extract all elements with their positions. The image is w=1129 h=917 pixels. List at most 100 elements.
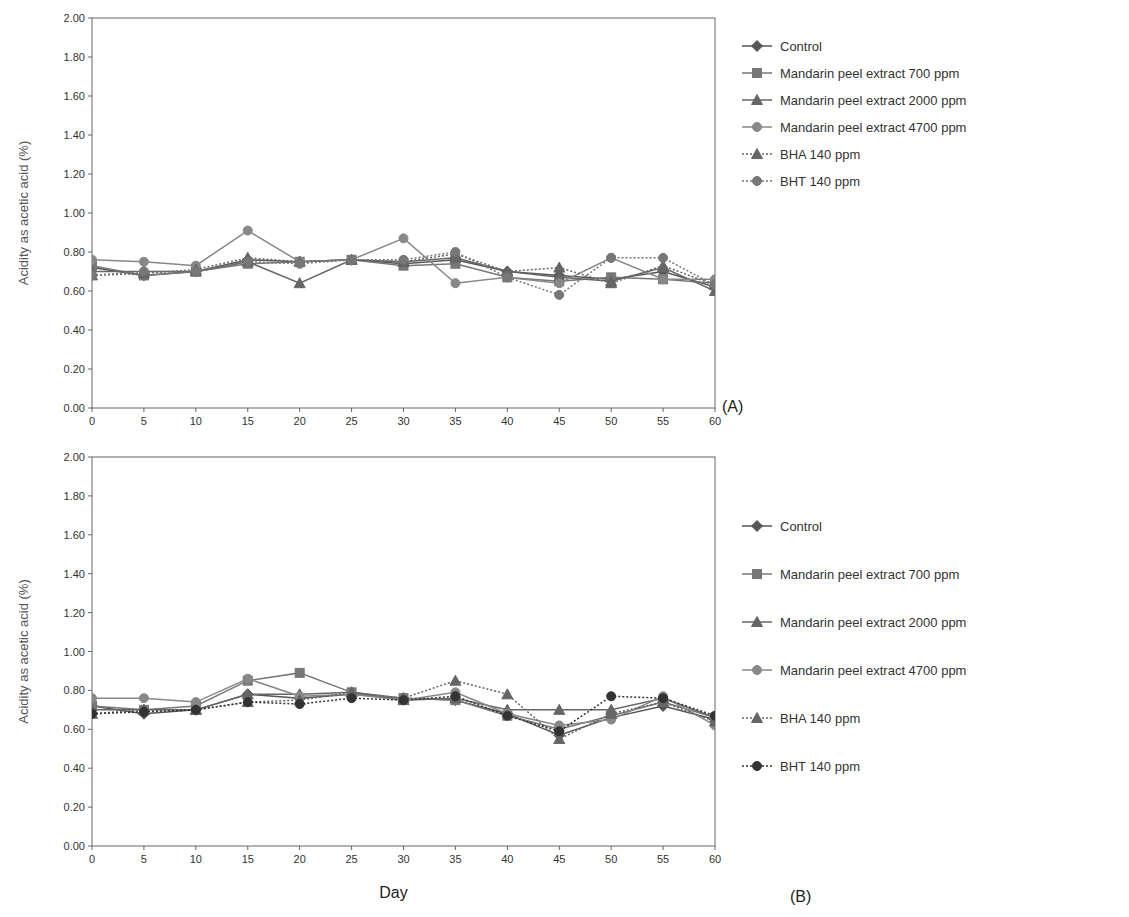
- data-point: [555, 290, 564, 299]
- series-line: [92, 231, 715, 284]
- y-tick: [88, 174, 92, 175]
- legend-label: BHA 140 ppm: [780, 147, 860, 162]
- series-line: [92, 692, 715, 717]
- data-point: [190, 704, 201, 714]
- x-tick: [663, 846, 664, 850]
- x-tick: [195, 846, 196, 850]
- x-tick-label: 0: [89, 415, 95, 427]
- panel-letter: (A): [722, 398, 743, 415]
- series-line: [92, 252, 715, 295]
- y-tick: [88, 135, 92, 136]
- data-point: [92, 708, 98, 718]
- y-tick: [88, 651, 92, 652]
- data-point: [191, 267, 200, 276]
- data-point: [92, 255, 97, 264]
- x-tick-label: 20: [294, 853, 306, 865]
- y-tick-label: 1.20: [64, 168, 85, 180]
- data-point: [191, 267, 200, 276]
- data-point: [399, 234, 408, 243]
- x-tick: [299, 846, 300, 850]
- y-tick: [88, 369, 92, 370]
- panel-letter: (B): [790, 888, 811, 905]
- data-point: [503, 273, 512, 282]
- y-tick: [88, 57, 92, 58]
- data-point: [711, 281, 716, 290]
- data-point: [243, 226, 252, 235]
- x-tick: [559, 408, 560, 412]
- legend-marker: [753, 69, 762, 78]
- y-tick-label: 1.40: [64, 568, 85, 580]
- legend-marker: [752, 41, 763, 52]
- y-tick: [88, 729, 92, 730]
- data-point: [138, 266, 149, 276]
- y-axis-title: Acidity as acetic acid (%): [16, 579, 31, 724]
- data-point: [450, 675, 461, 685]
- y-tick-label: 0.80: [64, 684, 85, 696]
- legend-label: Mandarin peel extract 2000 ppm: [780, 615, 966, 630]
- legend-marker: [753, 762, 762, 771]
- x-tick-label: 15: [242, 415, 254, 427]
- data-point: [451, 248, 460, 257]
- x-tick: [351, 846, 352, 850]
- legend-label: BHA 140 ppm: [780, 711, 860, 726]
- y-tick: [88, 408, 92, 409]
- x-tick-label: 5: [141, 853, 147, 865]
- x-tick: [455, 846, 456, 850]
- data-point: [711, 711, 716, 720]
- series-line: [92, 679, 715, 726]
- legend-marker: [752, 521, 763, 532]
- y-tick: [88, 213, 92, 214]
- x-tick-label: 40: [501, 415, 513, 427]
- y-tick-label: 1.20: [64, 607, 85, 619]
- data-point: [555, 727, 564, 736]
- x-tick-label: 50: [605, 415, 617, 427]
- y-tick-label: 1.60: [64, 90, 85, 102]
- data-point: [295, 700, 304, 709]
- y-tick-label: 1.00: [64, 207, 85, 219]
- x-tick: [247, 408, 248, 412]
- y-tick-label: 2.00: [64, 12, 85, 24]
- data-point: [346, 254, 357, 265]
- data-point: [450, 693, 461, 703]
- data-point: [243, 257, 252, 266]
- y-tick-label: 0.40: [64, 762, 85, 774]
- y-tick: [88, 96, 92, 97]
- x-tick: [143, 846, 144, 850]
- x-tick: [611, 846, 612, 850]
- data-point: [243, 698, 252, 707]
- y-tick: [88, 457, 92, 458]
- series-line: [92, 681, 715, 739]
- legend-label: Mandarin peel extract 2000 ppm: [780, 93, 966, 108]
- x-tick: [663, 408, 664, 412]
- y-tick-label: 2.00: [64, 451, 85, 463]
- x-tick-label: 40: [501, 853, 513, 865]
- data-point: [659, 275, 668, 284]
- x-tick: [143, 408, 144, 412]
- legend-label: Mandarin peel extract 700 ppm: [780, 567, 959, 582]
- x-tick: [715, 408, 716, 412]
- x-tick-label: 10: [190, 415, 202, 427]
- data-point: [138, 708, 149, 719]
- data-point: [398, 256, 409, 266]
- data-point: [139, 707, 148, 716]
- data-point: [346, 254, 357, 264]
- y-tick-label: 1.00: [64, 646, 85, 658]
- y-tick-label: 0.00: [64, 402, 85, 414]
- data-point: [191, 705, 200, 714]
- y-tick-label: 0.60: [64, 723, 85, 735]
- x-tick-label: 25: [345, 853, 357, 865]
- x-tick: [507, 846, 508, 850]
- y-tick-label: 0.20: [64, 363, 85, 375]
- y-tick: [88, 534, 92, 535]
- x-tick: [351, 408, 352, 412]
- data-point: [347, 255, 356, 264]
- data-point: [503, 273, 512, 282]
- x-tick-label: 35: [449, 415, 461, 427]
- x-tick-label: 50: [605, 853, 617, 865]
- y-axis-title: Acidity as acetic acid (%): [16, 141, 31, 286]
- data-point: [295, 668, 304, 677]
- data-point: [398, 693, 409, 704]
- data-point: [92, 694, 97, 703]
- data-point: [606, 278, 617, 288]
- data-group: [92, 668, 715, 743]
